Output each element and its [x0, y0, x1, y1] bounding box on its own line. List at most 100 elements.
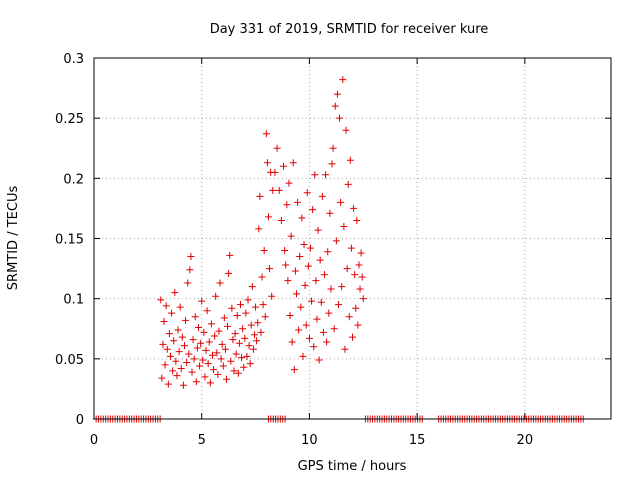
data-point: [207, 320, 215, 328]
data-point: [333, 90, 341, 98]
data-point: [326, 209, 334, 217]
data-point: [185, 350, 193, 358]
data-point: [160, 318, 168, 326]
data-point: [222, 375, 230, 383]
data-point: [163, 345, 171, 353]
data-point: [314, 226, 322, 234]
data-point: [218, 340, 226, 348]
data-point: [355, 261, 363, 269]
data-point: [351, 271, 359, 279]
data-point: [352, 304, 360, 312]
data-point: [342, 126, 350, 134]
data-point: [281, 247, 289, 255]
y-tick-label: 0.1: [63, 293, 84, 308]
data-point: [228, 304, 236, 312]
data-point: [297, 303, 305, 311]
data-point: [232, 350, 240, 358]
data-point: [347, 244, 355, 252]
data-point: [310, 343, 318, 351]
data-point: [197, 339, 205, 347]
data-point: [192, 378, 200, 386]
data-point: [247, 321, 255, 329]
data-point: [158, 374, 166, 382]
data-point: [162, 302, 170, 310]
data-point: [157, 296, 165, 304]
data-point: [273, 144, 281, 152]
data-point: [344, 180, 352, 188]
data-point: [263, 159, 271, 167]
data-point: [188, 368, 196, 376]
data-point: [268, 292, 276, 300]
data-point: [240, 363, 248, 371]
data-point: [217, 355, 225, 363]
data-point: [248, 283, 256, 291]
data-point: [325, 309, 333, 317]
data-point: [220, 314, 228, 322]
data-point: [198, 297, 206, 305]
data-point: [165, 330, 173, 338]
data-point: [226, 251, 234, 259]
data-point: [354, 321, 362, 329]
data-point: [266, 265, 274, 273]
data-point: [215, 327, 223, 335]
data-point: [323, 338, 331, 346]
data-point: [287, 232, 295, 240]
data-point: [322, 171, 330, 179]
data-point: [190, 355, 198, 363]
data-point: [189, 336, 197, 344]
data-point: [161, 361, 169, 369]
data-point: [282, 261, 290, 269]
y-axis-label: SRMTID / TECUs: [6, 186, 21, 291]
data-point: [238, 354, 246, 362]
data-point: [331, 102, 339, 110]
data-point: [234, 369, 242, 377]
data-point: [296, 253, 304, 261]
data-point: [224, 322, 232, 330]
data-point: [176, 303, 184, 311]
data-point: [253, 337, 261, 345]
data-point: [358, 273, 366, 281]
data-point: [302, 321, 310, 329]
data-point: [317, 298, 325, 306]
data-point: [283, 201, 291, 209]
data-point: [169, 367, 177, 375]
x-axis-label: GPS time / hours: [298, 459, 407, 474]
data-point: [184, 279, 192, 287]
data-point: [294, 198, 302, 206]
data-point: [312, 277, 320, 285]
data-point: [250, 331, 258, 339]
data-point: [214, 370, 222, 378]
data-point: [357, 249, 365, 257]
data-point: [336, 114, 344, 122]
data-point: [288, 338, 296, 346]
y-tick-label: 0.3: [63, 52, 84, 67]
data-point: [241, 334, 249, 342]
data-point: [201, 373, 209, 381]
data-point: [182, 316, 190, 324]
data-point: [180, 342, 188, 350]
data-point: [211, 332, 219, 340]
y-tick-label: 0.25: [55, 112, 84, 127]
data-point: [213, 349, 221, 357]
data-point: [193, 344, 201, 352]
data-point: [285, 179, 293, 187]
data-point: [292, 290, 300, 298]
chart-title: Day 331 of 2019, SRMTID for receiver kur…: [210, 22, 489, 37]
data-point: [203, 307, 211, 315]
data-point: [191, 313, 199, 321]
data-point: [187, 253, 195, 261]
data-point: [262, 130, 270, 138]
data-point: [277, 216, 285, 224]
x-tick-label: 20: [517, 433, 534, 448]
data-point: [301, 281, 309, 289]
data-point: [239, 325, 247, 333]
data-point: [179, 381, 187, 389]
data-point: [319, 328, 327, 336]
x-tick-label: 15: [409, 433, 426, 448]
data-point: [252, 303, 260, 311]
data-point: [164, 380, 172, 388]
data-point: [221, 345, 229, 353]
data-point: [159, 340, 167, 348]
data-point: [212, 292, 220, 300]
